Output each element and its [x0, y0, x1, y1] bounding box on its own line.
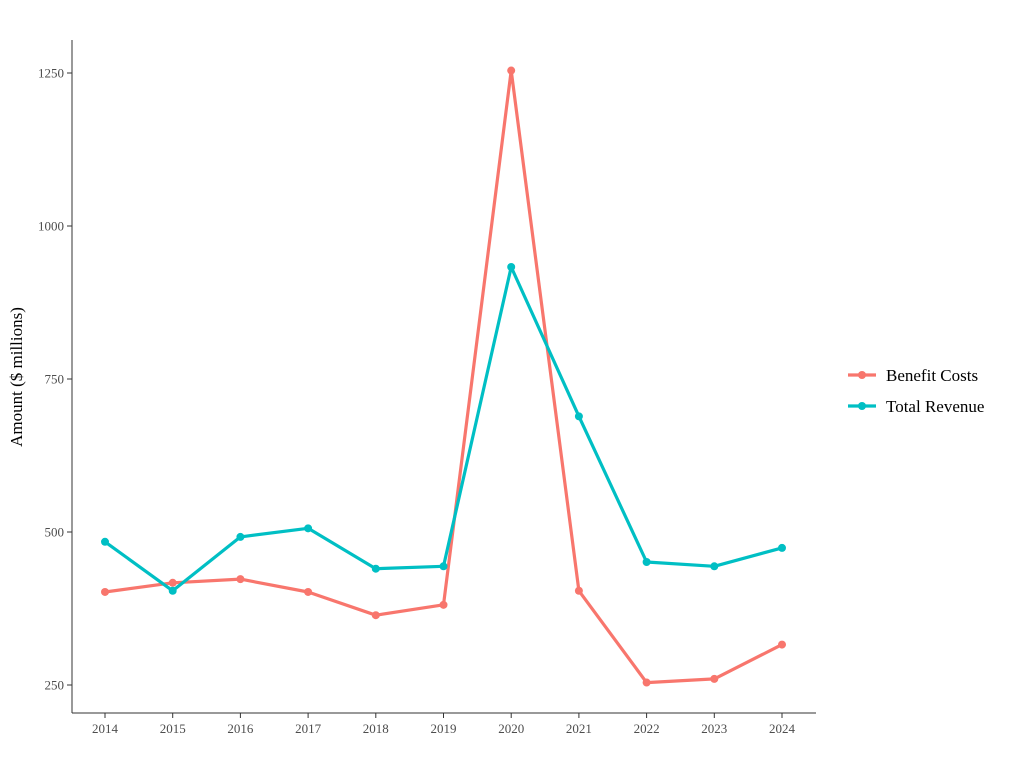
legend-item-benefit-costs: Benefit Costs: [848, 366, 978, 385]
legend-label: Total Revenue: [886, 397, 984, 416]
legend-item-total-revenue: Total Revenue: [848, 397, 984, 416]
data-point-benefit-costs: [642, 678, 651, 687]
data-point-benefit-costs: [778, 640, 786, 649]
data-point-benefit-costs: [101, 587, 109, 596]
data-point-benefit-costs: [371, 611, 380, 620]
axes: [71, 40, 816, 714]
x-tick-label: 2015: [160, 721, 186, 736]
data-point-total-revenue: [507, 263, 516, 272]
x-tick-label: 2014: [92, 721, 119, 736]
data-point-benefit-costs: [574, 586, 583, 595]
legend-key-point: [858, 371, 866, 379]
data-point-total-revenue: [236, 532, 245, 541]
y-axis-title: Amount ($ millions): [7, 307, 26, 447]
data-point-total-revenue: [710, 562, 719, 571]
series-total-revenue: [101, 263, 786, 595]
y-tick-label: 250: [45, 678, 65, 693]
series-line-total-revenue: [103, 265, 784, 593]
data-point-benefit-costs: [304, 587, 313, 596]
data-point-total-revenue: [101, 537, 109, 546]
x-tick-label: 2017: [295, 721, 322, 736]
x-tick-label: 2024: [769, 721, 796, 736]
x-tick-label: 2019: [431, 721, 457, 736]
x-tick-label: 2021: [566, 721, 592, 736]
data-point-total-revenue: [642, 557, 651, 566]
legend: Benefit Costs Total Revenue: [848, 366, 984, 416]
y-tick-label: 1000: [38, 219, 64, 234]
y-ticks: 250 500 750 1000 1250: [38, 66, 72, 693]
data-point-benefit-costs: [168, 578, 177, 587]
data-point-total-revenue: [778, 543, 786, 552]
data-point-total-revenue: [304, 524, 313, 533]
series-line-benefit-costs: [103, 68, 784, 685]
data-point-benefit-costs: [236, 575, 245, 584]
data-point-benefit-costs: [439, 600, 448, 609]
data-point-total-revenue: [574, 412, 583, 421]
x-tick-label: 2023: [701, 721, 727, 736]
y-tick-label: 1250: [38, 66, 64, 81]
x-tick-label: 2022: [634, 721, 660, 736]
series: [101, 66, 786, 687]
data-point-benefit-costs: [507, 66, 516, 75]
x-ticks: 2014 2015 2016 2017 2018 2019 2020 2021 2022 2023…: [92, 713, 796, 736]
y-tick-label: 750: [45, 372, 65, 387]
data-point-total-revenue: [371, 564, 380, 573]
data-point-benefit-costs: [710, 674, 719, 683]
x-tick-label: 2016: [227, 721, 254, 736]
x-tick-label: 2018: [363, 721, 389, 736]
data-point-total-revenue: [168, 586, 177, 595]
y-tick-label: 500: [45, 525, 65, 540]
x-tick-label: 2020: [498, 721, 524, 736]
legend-key-point: [858, 402, 866, 410]
data-point-total-revenue: [439, 562, 448, 571]
legend-label: Benefit Costs: [886, 366, 978, 385]
series-benefit-costs: [101, 66, 786, 687]
